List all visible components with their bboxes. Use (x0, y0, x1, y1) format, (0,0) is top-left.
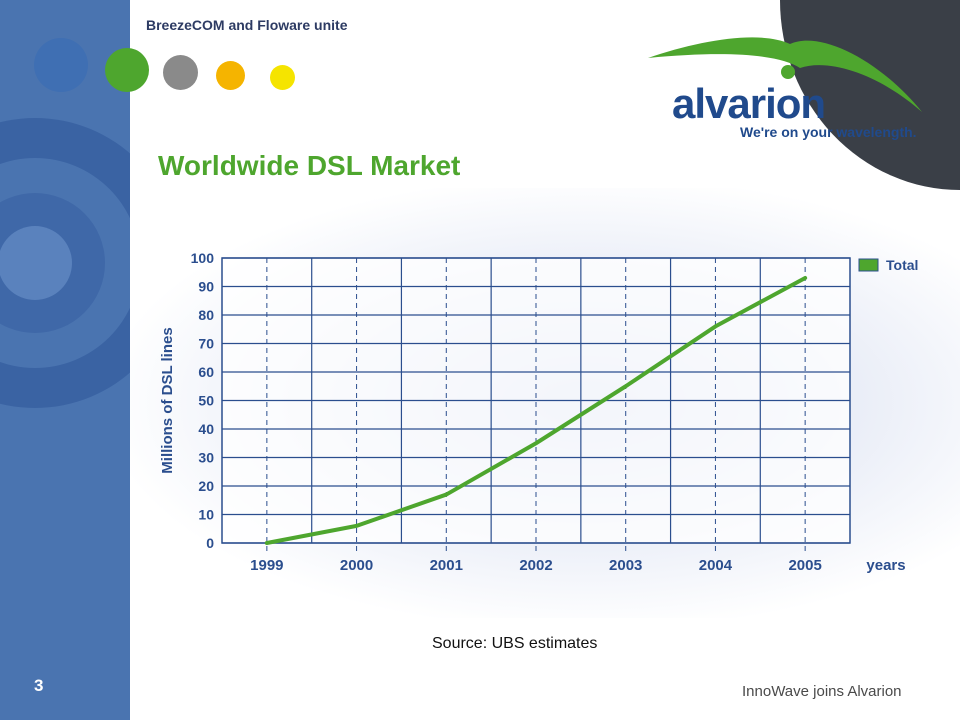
y-tick-label: 40 (198, 421, 214, 437)
y-tick-label: 30 (198, 450, 214, 466)
logo-slogan: We're on your wavelength. (740, 124, 917, 140)
data-point (265, 541, 269, 545)
footer-text: InnoWave joins Alvarion (742, 683, 902, 700)
logo-dot-icon (781, 65, 795, 79)
y-tick-label: 0 (206, 535, 214, 551)
slide-title: Worldwide DSL Market (158, 150, 461, 181)
x-tick-label: 2003 (609, 557, 642, 574)
y-tick-label: 80 (198, 307, 214, 323)
y-axis-label: Millions of DSL lines (159, 327, 176, 473)
x-tick-label: 1999 (250, 557, 283, 574)
y-tick-label: 20 (198, 478, 214, 494)
y-tick-label: 100 (191, 250, 215, 266)
legend-label: Total (886, 257, 918, 273)
y-tick-label: 50 (198, 393, 214, 409)
x-tick-label: 2005 (788, 557, 821, 574)
header-dot-yellow (270, 65, 295, 90)
y-tick-label: 10 (198, 507, 214, 523)
data-point (444, 493, 448, 497)
x-tick-label: 2004 (699, 557, 733, 574)
x-tick-label: 2002 (519, 557, 552, 574)
y-tick-label: 90 (198, 279, 214, 295)
left-decorative-bar (0, 0, 130, 720)
x-tick-label: 2000 (340, 557, 373, 574)
source-note: Source: UBS estimates (432, 635, 598, 652)
data-point (713, 324, 717, 328)
data-point (803, 276, 807, 280)
legend-swatch (858, 258, 879, 272)
header-tagline: BreezeCOM and Floware unite (146, 17, 348, 33)
page-number: 3 (34, 676, 44, 695)
header-dot-orange (216, 61, 245, 90)
header-dot-blue (34, 38, 88, 92)
x-tick-label: 2001 (430, 557, 463, 574)
decorative-ring-core (0, 226, 72, 300)
logo-wordmark: alvarion (672, 80, 826, 127)
data-point (355, 524, 359, 528)
header-dot-green (105, 48, 149, 92)
logo-swoosh-icon (648, 37, 922, 112)
data-point (624, 384, 628, 388)
header-dot-gray (163, 55, 198, 90)
x-axis-label: years (866, 557, 905, 574)
y-tick-label: 60 (198, 364, 214, 380)
y-tick-label: 70 (198, 336, 214, 352)
data-point (534, 441, 538, 445)
